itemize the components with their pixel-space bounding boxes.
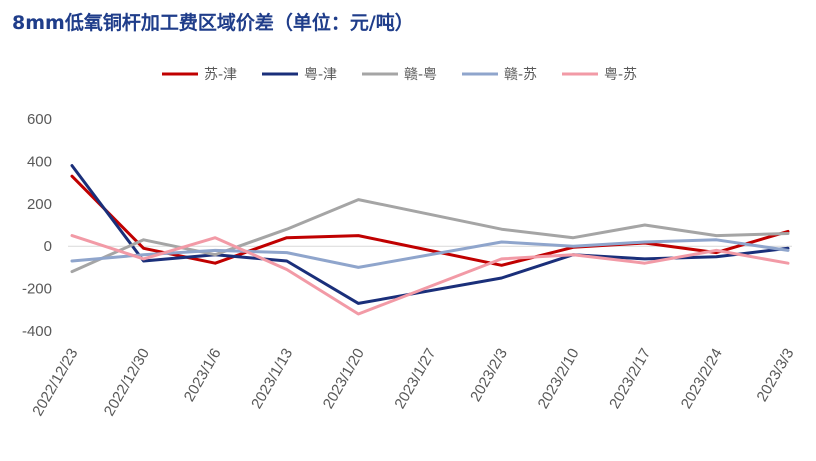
x-tick-label: 2022/12/30 [101, 346, 153, 420]
legend-label: 赣-粤 [404, 67, 437, 83]
legend: 苏-津 粤-津 赣-粤 赣-苏 粤-苏 [162, 67, 637, 83]
chart-title: 8mm低氧铜杆加工费区域价差（单位：元/吨） [12, 12, 414, 34]
y-tick-label: 0 [44, 238, 52, 255]
x-tick-label: 2023/1/27 [391, 346, 439, 412]
series-line [70, 174, 790, 267]
x-tick-label: 2023/1/13 [248, 346, 296, 412]
series-group [70, 164, 790, 316]
series-line [70, 164, 790, 305]
x-tick-label: 2023/2/24 [678, 346, 726, 412]
series-line [70, 198, 790, 274]
legend-label: 苏-津 [204, 67, 237, 83]
x-tick-label: 2023/1/6 [181, 346, 225, 405]
legend-label: 赣-苏 [504, 67, 537, 83]
y-tick-label: 600 [27, 111, 52, 128]
x-tick-label: 2023/3/3 [754, 346, 798, 405]
legend-label: 粤-津 [304, 67, 337, 83]
y-tick-label: 200 [27, 196, 52, 213]
x-tick-label: 2023/1/20 [320, 346, 368, 412]
series-line [70, 238, 790, 269]
y-tick-label: -400 [22, 323, 52, 340]
x-axis: 2022/12/23 2022/12/30 2023/1/6 2023/1/13 202… [29, 345, 797, 419]
y-axis: 600 400 200 0 -200 -400 [22, 111, 52, 340]
x-tick-label: 2023/2/17 [606, 346, 654, 412]
x-tick-label: 2023/2/10 [535, 346, 583, 412]
y-tick-label: -200 [22, 281, 52, 298]
x-tick-label: 2022/12/23 [29, 346, 81, 420]
y-tick-label: 400 [27, 153, 52, 170]
legend-label: 粤-苏 [604, 67, 637, 83]
series-line [70, 234, 790, 316]
x-tick-label: 2023/2/3 [467, 345, 511, 404]
